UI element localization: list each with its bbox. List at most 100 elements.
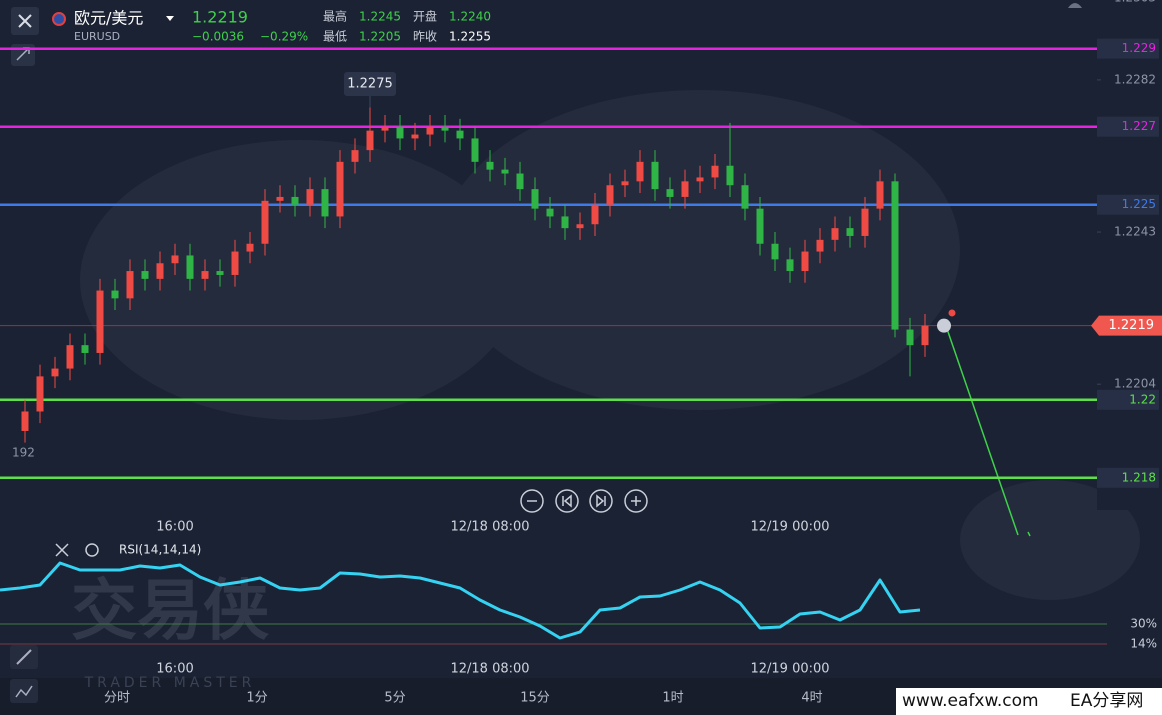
rsi-close[interactable] — [55, 543, 69, 557]
prev-icon — [562, 494, 572, 508]
candle-body — [81, 345, 89, 353]
rsi-settings[interactable] — [85, 543, 99, 557]
candle-body — [141, 271, 149, 279]
last-price-box — [1091, 315, 1162, 336]
candle-body — [471, 138, 479, 162]
candle-body — [411, 134, 419, 139]
candle-body — [666, 189, 674, 197]
stat-value: 1.2205 — [359, 30, 401, 44]
level-label-box — [1097, 389, 1159, 410]
timeframe-tab[interactable]: 1时 — [662, 691, 683, 706]
candle-body — [351, 150, 359, 162]
pencil-icon — [16, 649, 32, 665]
change-pct: −0.29% — [260, 30, 308, 44]
x-tick-label: 12/19 00:00 — [750, 662, 829, 677]
high-annotation: 1.2275 — [347, 77, 393, 92]
candle-body — [726, 165, 734, 186]
candle-body — [96, 290, 104, 353]
zoom-in-button[interactable] — [624, 489, 648, 513]
change: −0.0036 — [192, 30, 244, 44]
stat-value: 1.2240 — [449, 10, 491, 24]
candle-body — [741, 185, 749, 209]
flag-icon — [52, 12, 66, 26]
level-label: 1.225 — [1122, 197, 1156, 211]
candle-body — [786, 259, 794, 272]
bell-icon[interactable] — [1068, 3, 1082, 8]
candle-body — [396, 126, 404, 139]
last-price-label: 1.2219 — [1109, 318, 1155, 333]
candle-body — [36, 376, 44, 412]
rsi-line — [0, 561, 921, 640]
level-label-box — [1097, 467, 1159, 488]
candle-body — [111, 290, 119, 299]
high-annotation-box — [344, 72, 396, 96]
timeframe-tab[interactable]: 4时 — [801, 691, 822, 706]
timeframe-tab[interactable]: 15分 — [520, 691, 550, 706]
symbol-code: EURUSD — [74, 30, 120, 43]
candle-body — [276, 196, 284, 201]
prev-button[interactable] — [555, 489, 579, 513]
level-label-box — [1097, 194, 1159, 215]
candle-body — [861, 208, 869, 236]
candle-body — [531, 189, 539, 209]
x-tick-label: 16:00 — [156, 662, 193, 677]
candle-body — [456, 130, 464, 139]
price-axis-bg — [1097, 0, 1162, 510]
candle-body — [891, 181, 899, 330]
candle-body — [261, 200, 269, 244]
timeframe-tab[interactable]: 5分 — [384, 691, 405, 706]
candle-body — [681, 181, 689, 197]
y-tick-label: 1.2303 — [1114, 0, 1156, 5]
candle-body — [906, 329, 914, 346]
level-label-box — [1097, 116, 1159, 137]
level-label-box — [1097, 38, 1159, 59]
symbol-name[interactable]: 欧元/美元 — [74, 9, 143, 28]
level-label: 1.227 — [1122, 119, 1156, 133]
candle-body — [21, 411, 29, 431]
candle-body — [186, 255, 194, 279]
stat-value: 1.2245 — [359, 10, 401, 24]
candle-body — [486, 161, 494, 170]
timeframe-tab[interactable]: 1分 — [246, 691, 267, 706]
candle-body — [126, 271, 134, 299]
candle-body — [771, 243, 779, 260]
timeframe-tab[interactable]: 分时 — [104, 691, 130, 706]
watermark-band — [896, 688, 1162, 715]
candle-body — [156, 263, 164, 279]
candle-body — [621, 181, 629, 186]
candle-body — [231, 251, 239, 275]
candle-body — [66, 345, 74, 369]
watermark-logo: 交易侠 — [71, 572, 269, 649]
indicator-tool[interactable] — [10, 679, 38, 703]
dropdown-caret[interactable] — [166, 16, 174, 21]
plus-icon — [631, 496, 641, 506]
candle-body — [171, 255, 179, 264]
zoom-controls — [520, 489, 648, 513]
stat-label: 开盘 — [413, 9, 437, 24]
rsi-tick-label: 14% — [1130, 637, 1157, 651]
candle-body — [711, 165, 719, 178]
candle-body — [831, 228, 839, 240]
candle-body — [306, 189, 314, 205]
close-icon — [18, 14, 32, 28]
stat-label: 最高 — [323, 9, 347, 24]
zoom-out-button[interactable] — [520, 489, 544, 513]
next-button[interactable] — [589, 489, 613, 513]
last-candle-marker — [937, 318, 951, 333]
rsi-tick-label: 30% — [1130, 617, 1157, 631]
candle-body — [516, 173, 524, 190]
watermark-sub: TRADER MASTER — [84, 675, 256, 691]
candle-body — [606, 185, 614, 205]
price: 1.2219 — [192, 8, 248, 27]
candle-body — [246, 243, 254, 252]
candle-body — [576, 224, 584, 229]
rsi-title: RSI(14,14,14) — [119, 543, 201, 557]
candle-body — [876, 181, 884, 209]
x-tick-label: 12/18 08:00 — [450, 520, 529, 535]
watermark-brand: EA分享网 — [1070, 691, 1143, 711]
watermark-site: www.eafxw.com — [902, 691, 1039, 711]
candle-body — [441, 126, 449, 131]
